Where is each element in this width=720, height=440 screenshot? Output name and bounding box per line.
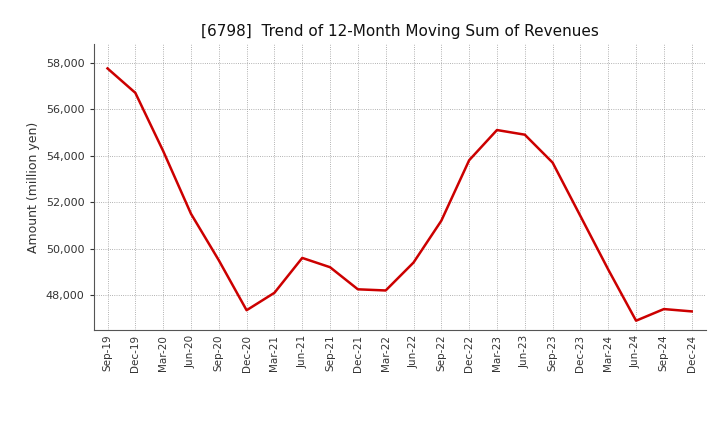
Title: [6798]  Trend of 12-Month Moving Sum of Revenues: [6798] Trend of 12-Month Moving Sum of R… (201, 24, 598, 39)
Y-axis label: Amount (million yen): Amount (million yen) (27, 121, 40, 253)
